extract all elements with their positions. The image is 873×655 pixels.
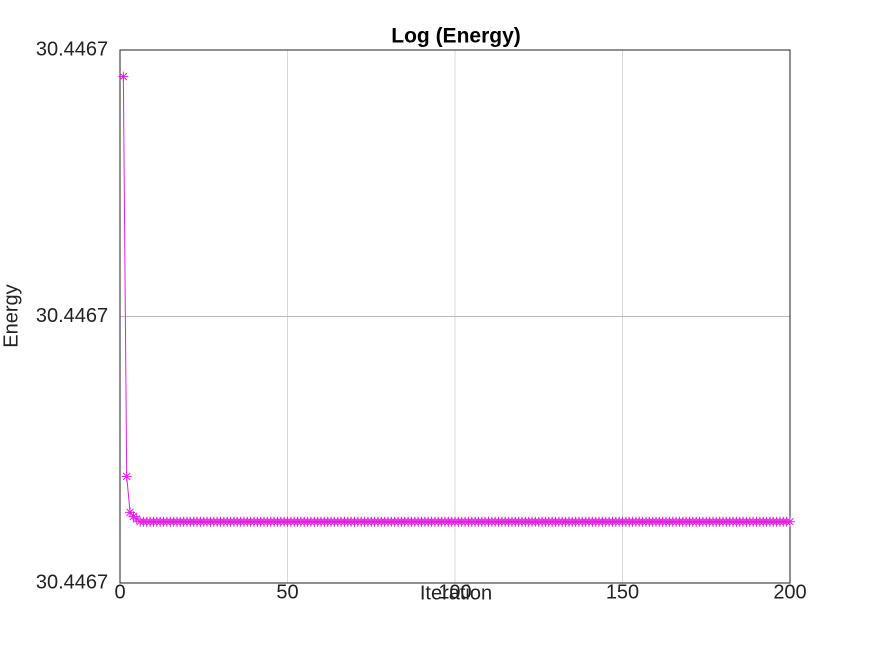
x-tick-label: 150 — [606, 581, 639, 603]
y-tick-label: 30.4467 — [36, 571, 108, 593]
marker — [785, 516, 795, 527]
y-tick-label: 30.4467 — [36, 305, 108, 327]
x-tick-label: 0 — [114, 581, 125, 603]
marker — [121, 471, 132, 482]
marker — [125, 507, 136, 518]
x-axis-label: Iteration — [420, 582, 492, 604]
x-tick-label: 100 — [438, 581, 471, 603]
x-tick-label: 50 — [276, 581, 298, 603]
plot-frame — [119, 49, 791, 584]
y-tick-label: 30.4467 — [36, 38, 108, 60]
chart-title: Log (Energy) — [391, 25, 521, 48]
marker — [118, 71, 129, 82]
x-tick-label: 200 — [773, 581, 806, 603]
y-axis-label: Energy — [0, 284, 22, 347]
